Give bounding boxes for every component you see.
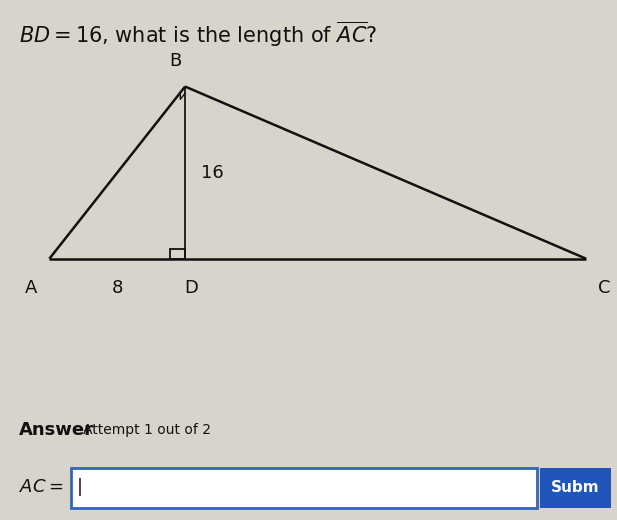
- Text: Answer: Answer: [19, 421, 94, 439]
- Text: D: D: [184, 279, 198, 297]
- FancyBboxPatch shape: [71, 469, 537, 508]
- Text: Attempt 1 out of 2: Attempt 1 out of 2: [83, 423, 211, 437]
- Text: |: |: [77, 478, 83, 497]
- Text: Subm: Subm: [551, 480, 599, 495]
- FancyBboxPatch shape: [540, 469, 611, 508]
- Text: B: B: [170, 51, 182, 70]
- Text: $BD = 16$, what is the length of $\overline{AC}$?: $BD = 16$, what is the length of $\overl…: [19, 20, 377, 49]
- Text: $AC =$: $AC =$: [19, 478, 63, 497]
- Text: C: C: [598, 279, 611, 297]
- Bar: [170, 250, 185, 259]
- Text: A: A: [25, 279, 37, 297]
- Text: 8: 8: [112, 279, 123, 297]
- Text: 16: 16: [201, 164, 223, 181]
